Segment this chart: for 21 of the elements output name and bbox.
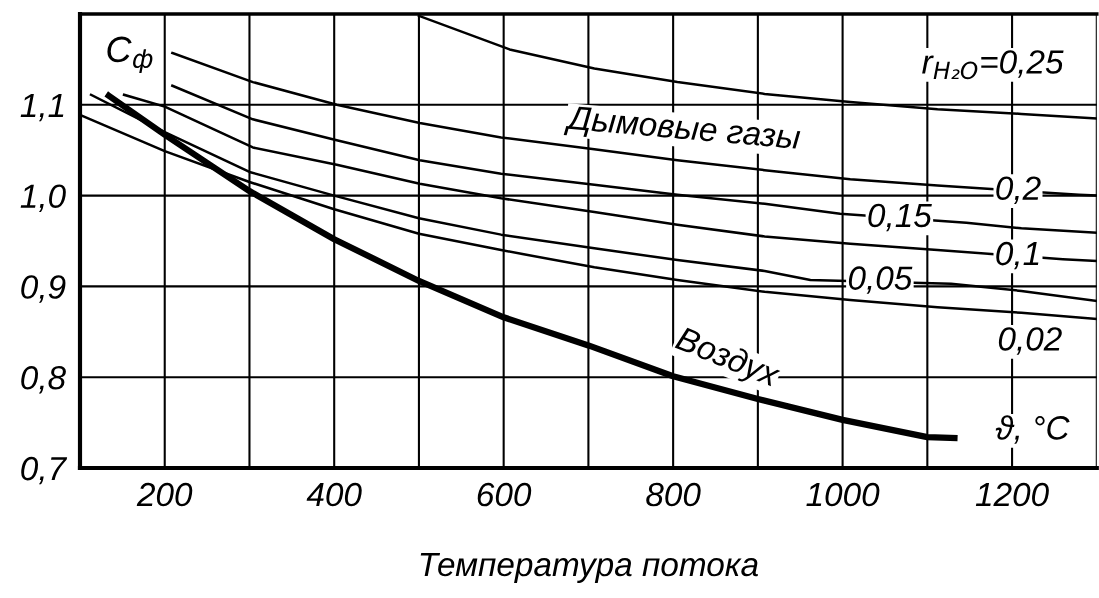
- y-axis-title: C$_{ф}$: [107, 36, 153, 74]
- y-tick-label: 1,0: [20, 184, 66, 212]
- series-label: 0,02: [998, 327, 1062, 355]
- series-label: 0,2: [996, 176, 1041, 204]
- x-tick-label: 1000: [806, 482, 880, 507]
- x-tick-label: 1200: [975, 482, 1049, 507]
- annotation: Дымовые газы: [563, 105, 801, 156]
- series-label: r$_{H₂O}$=0,25: [922, 50, 1064, 80]
- x-axis-title: Температура потока: [420, 553, 758, 583]
- series-label: 0,15: [868, 203, 932, 232]
- annotation: ϑ, °C: [995, 415, 1070, 444]
- series-label: 0,05: [848, 266, 913, 294]
- y-tick-label: 0,7: [21, 456, 68, 485]
- y-tick-label: 1,1: [20, 93, 64, 122]
- x-tick-label: 400: [306, 482, 362, 507]
- y-tick-label: 0,8: [21, 366, 66, 394]
- series-label: 0,1: [996, 241, 1039, 270]
- x-tick-label: 200: [136, 482, 193, 507]
- y-tick-label: 0,9: [21, 275, 66, 303]
- x-tick-label: 600: [477, 482, 532, 507]
- x-tick-label: 800: [646, 482, 701, 507]
